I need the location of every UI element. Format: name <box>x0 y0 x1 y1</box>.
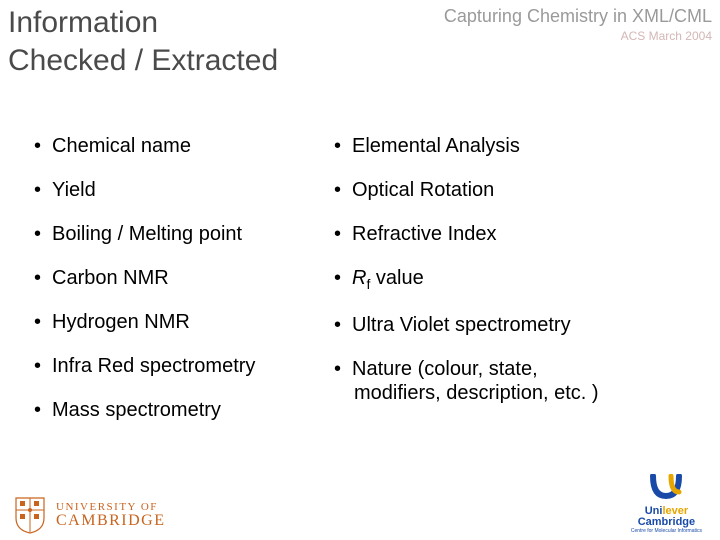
slide-date: ACS March 2004 <box>444 29 712 43</box>
unilever-tagline: Centre for Molecular Informatics <box>631 529 702 534</box>
list-item: Mass spectrometry <box>34 398 334 422</box>
suffix-text: value <box>370 267 423 289</box>
title-line-2: Checked / Extracted <box>8 44 278 77</box>
title-line-1: Information <box>8 6 158 39</box>
cambridge-text: UNIVERSITY OF CAMBRIDGE <box>56 502 166 529</box>
unilever-logo-block: Unilever Cambridge Centre for Molecular … <box>631 474 702 534</box>
list-item: Optical Rotation <box>334 178 694 202</box>
right-bullet-list: Elemental Analysis Optical Rotation Refrac… <box>334 134 694 405</box>
italic-text: R <box>352 267 366 289</box>
list-item: Carbon NMR <box>34 266 334 290</box>
slide-content: Chemical name Yield Boiling / Melting poin… <box>0 79 720 442</box>
unilever-label-line2: Cambridge <box>631 517 702 528</box>
slide-footer: UNIVERSITY OF CAMBRIDGE Unilever Cambrid… <box>0 474 720 534</box>
list-item: Refractive Index <box>334 222 694 246</box>
cambridge-logo-block: UNIVERSITY OF CAMBRIDGE <box>14 496 166 534</box>
bullet-line2: modifiers, description, etc. ) <box>352 381 694 405</box>
list-item: Elemental Analysis <box>334 134 694 158</box>
list-item: Hydrogen NMR <box>34 310 334 334</box>
cambridge-line2: CAMBRIDGE <box>56 513 166 529</box>
right-column: Elemental Analysis Optical Rotation Refrac… <box>334 134 694 442</box>
left-column: Chemical name Yield Boiling / Melting poin… <box>34 134 334 442</box>
list-item: Yield <box>34 178 334 202</box>
list-item: Chemical name <box>34 134 334 158</box>
list-item: Infra Red spectrometry <box>34 354 334 378</box>
unilever-u-icon <box>647 474 685 504</box>
list-item: Ultra Violet spectrometry <box>334 313 694 337</box>
cambridge-line1: UNIVERSITY OF <box>56 502 166 513</box>
header-right-block: Capturing Chemistry in XML/CML ACS March… <box>444 4 712 43</box>
slide-subtitle: Capturing Chemistry in XML/CML <box>444 6 712 27</box>
cambridge-crest-icon <box>14 496 46 534</box>
bullet-line1: Nature (colour, state, <box>352 358 538 380</box>
left-bullet-list: Chemical name Yield Boiling / Melting poin… <box>34 134 334 422</box>
list-item: Boiling / Melting point <box>34 222 334 246</box>
list-item: Rf value <box>334 266 694 293</box>
list-item: Nature (colour, state,modifiers, descrip… <box>334 357 694 405</box>
slide-header: Information Checked / Extracted Capturin… <box>0 0 720 79</box>
slide-title: Information Checked / Extracted <box>8 4 278 79</box>
